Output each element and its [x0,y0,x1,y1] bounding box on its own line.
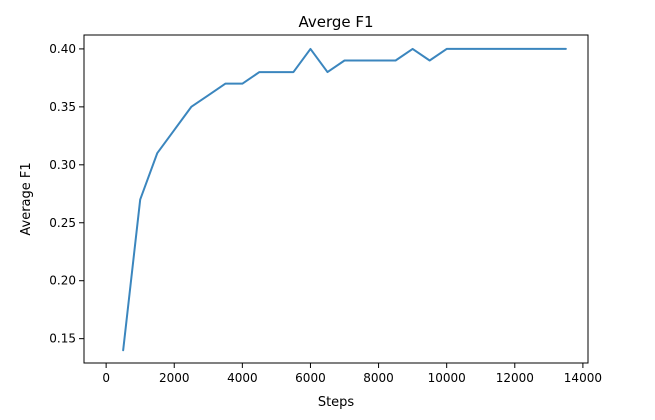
x-tick-label: 0 [102,371,110,385]
plot-area-frame [83,34,589,364]
series-layer [122,47,567,352]
x-tick-label: 8000 [363,371,394,385]
x-axis: 0 2000 4000 6000 8000 10000 12000 14000 [102,363,602,385]
x-tick-label: 12000 [496,371,534,385]
y-tick-label: 0.40 [49,42,76,56]
x-tick-label: 14000 [564,371,602,385]
y-tick-label: 0.25 [49,216,76,230]
y-tick-label: 0.15 [49,332,76,346]
x-tick-label: 10000 [428,371,466,385]
y-tick-label: 0.20 [49,274,76,288]
x-tick-label: 4000 [227,371,258,385]
x-tick-label: 2000 [159,371,190,385]
y-tick-label: 0.30 [49,158,76,172]
x-axis-title: Steps [318,395,355,410]
x-tick-label: 6000 [295,371,326,385]
y-axis: 0.15 0.20 0.25 0.30 0.35 0.40 [49,42,84,346]
series-line [122,47,567,352]
y-tick-label: 0.35 [49,100,76,114]
chart-title: Averge F1 [298,13,373,31]
y-axis-title: Average F1 [19,162,34,235]
